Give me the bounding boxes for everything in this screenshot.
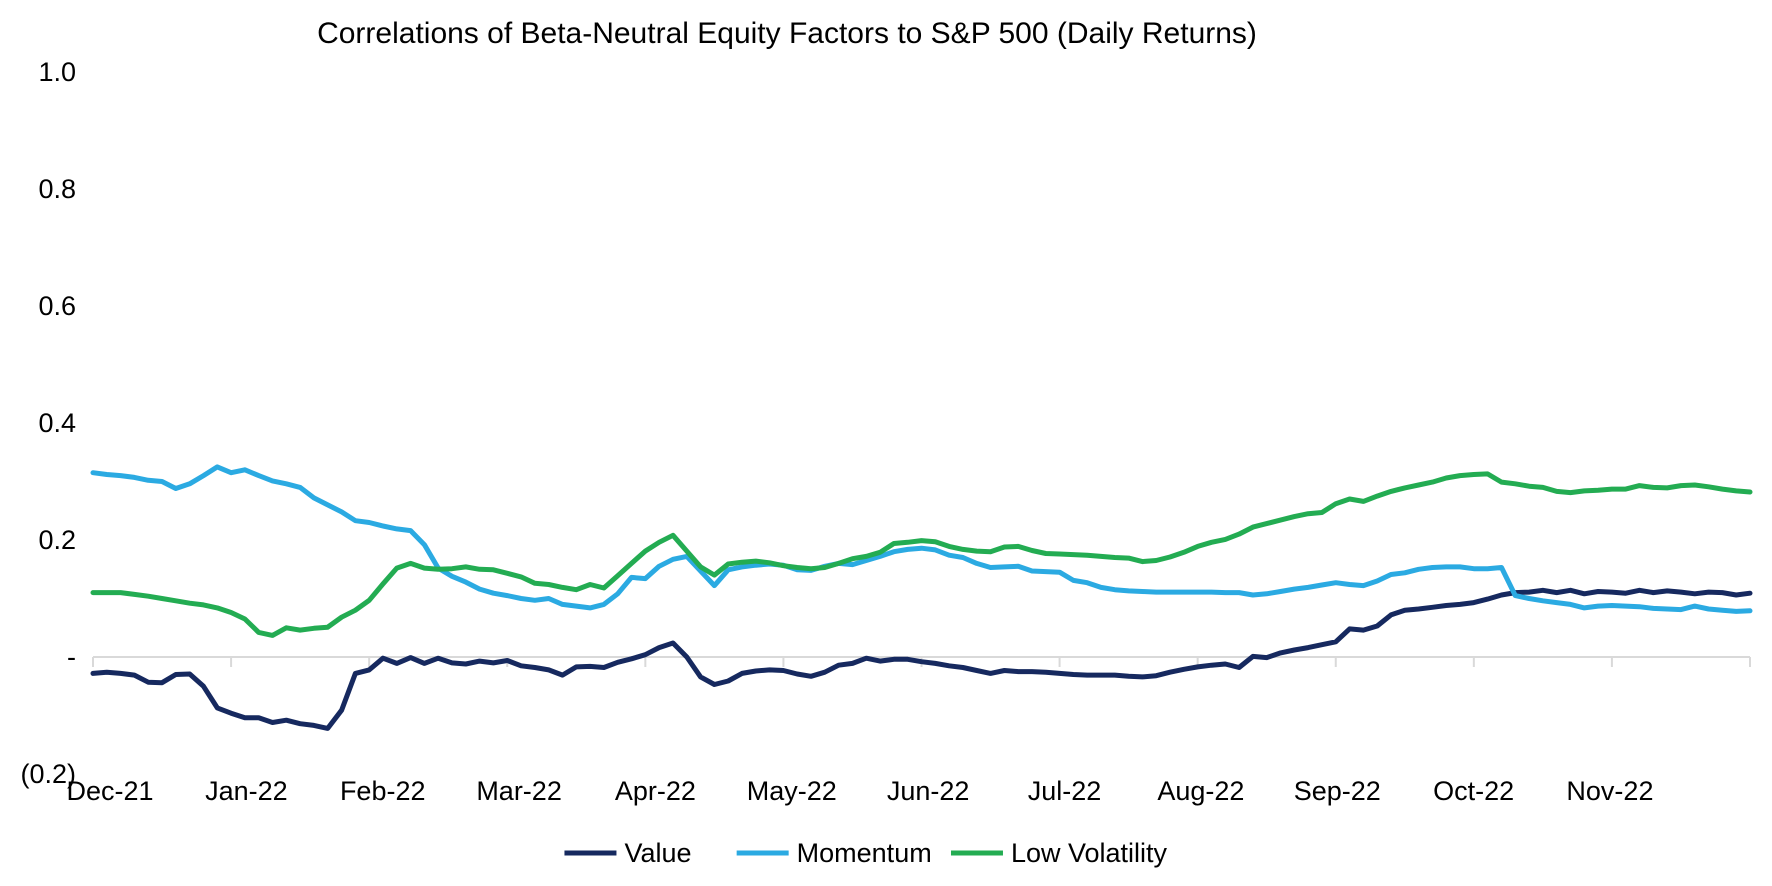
legend-label: Momentum [797, 838, 932, 868]
series-line-low-volatility [90, 471, 1753, 638]
legend-item-momentum: Momentum [736, 838, 932, 868]
x-axis: Dec-21 Jan-22 Feb-22 Mar-22 Apr-22 May-22 Jun-… [66, 656, 1751, 806]
series-lines [90, 464, 1753, 731]
y-axis-label: 0.4 [38, 408, 76, 438]
x-axis-label: Jan-22 [205, 776, 288, 806]
legend-label: Value [624, 838, 691, 868]
x-axis-label: Dec-21 [66, 776, 153, 806]
legend-label: Low Volatility [1011, 838, 1168, 868]
y-axis-label: 0.2 [38, 525, 76, 555]
y-axis-label: - [67, 642, 76, 672]
x-axis-label: Feb-22 [340, 776, 426, 806]
x-axis-label: Sep-22 [1294, 776, 1381, 806]
x-axis-label: Mar-22 [476, 776, 562, 806]
x-axis-label: May-22 [747, 776, 837, 806]
y-axis-label: (0.2) [20, 759, 76, 789]
x-axis-label: Oct-22 [1433, 776, 1514, 806]
x-axis-label: Nov-22 [1566, 776, 1653, 806]
chart-title: Correlations of Beta-Neutral Equity Fact… [317, 17, 1257, 50]
series-line-momentum [90, 464, 1753, 614]
legend: Value Momentum Low Volatility [564, 838, 1168, 868]
y-axis-label: 1.0 [38, 57, 76, 87]
legend-item-value: Value [564, 838, 692, 868]
x-axis-label: Apr-22 [615, 776, 696, 806]
y-axis: 1.0 0.8 0.6 0.4 0.2 - (0.2) [20, 57, 76, 789]
legend-item-low-volatility: Low Volatility [950, 838, 1168, 868]
x-axis-label: Jul-22 [1028, 776, 1102, 806]
y-axis-label: 0.8 [38, 174, 76, 204]
series-line-value [90, 587, 1753, 731]
x-axis-label: Jun-22 [887, 776, 970, 806]
x-axis-label: Aug-22 [1157, 776, 1244, 806]
y-axis-label: 0.6 [38, 291, 76, 321]
